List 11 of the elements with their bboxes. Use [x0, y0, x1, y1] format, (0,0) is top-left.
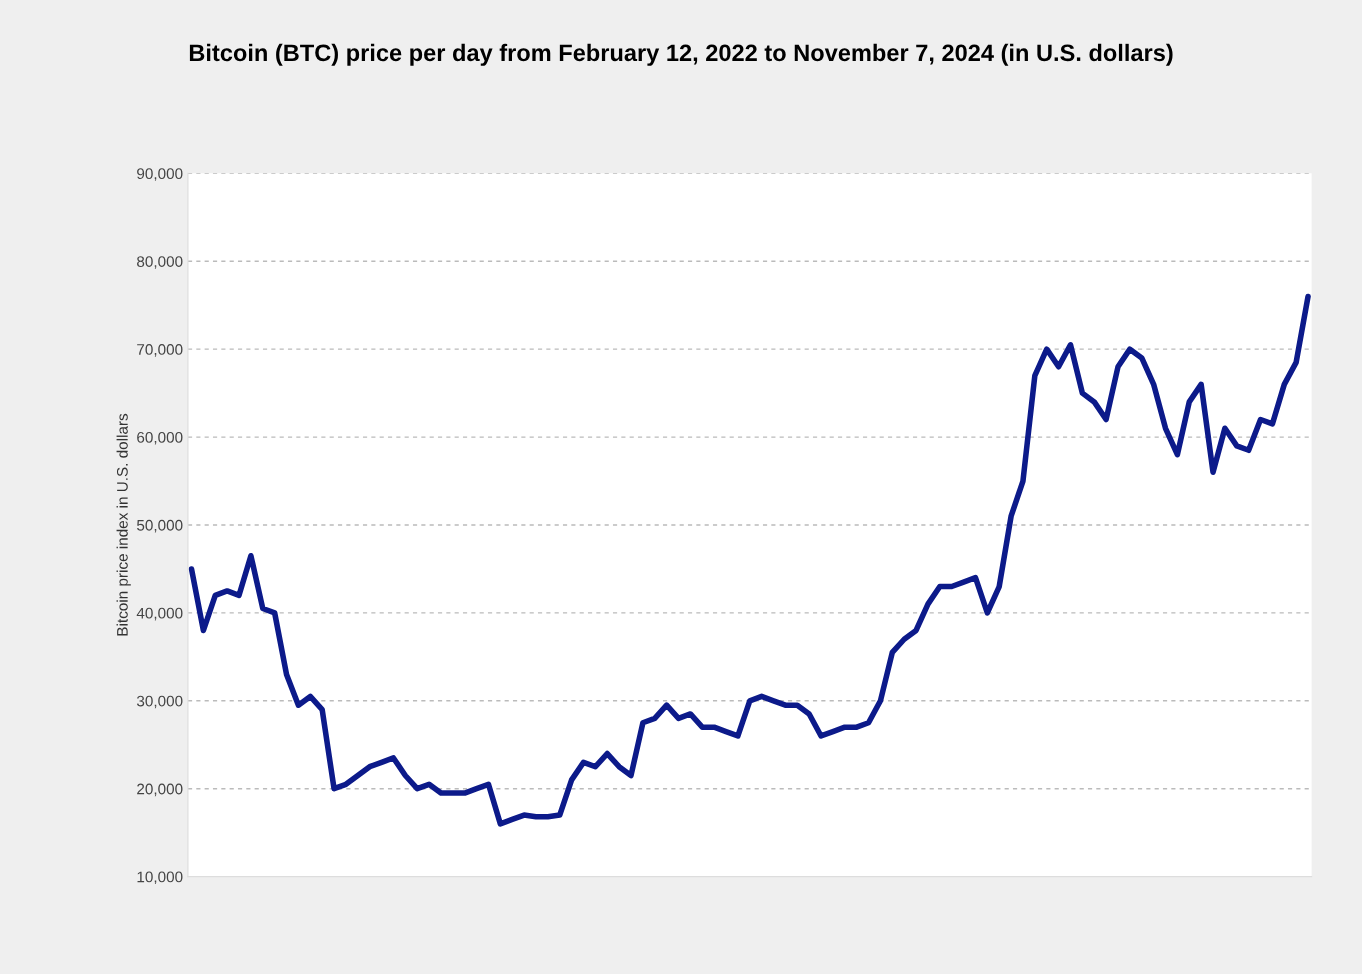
y-tick-label: 50,000: [136, 519, 183, 533]
y-tick-label: 90,000: [137, 168, 183, 181]
y-tick-label: 20,000: [137, 783, 183, 797]
y-tick-label: 30,000: [136, 695, 183, 709]
y-tick-label: 40,000: [136, 607, 183, 621]
chart-title: Bitcoin (BTC) price per day from February 12, 2022 to November 7, 2024 (in U.S. dollars): [189, 43, 1173, 66]
y-tick-label: 10,000: [137, 871, 183, 885]
y-tick-label: 80,000: [137, 256, 183, 269]
y-axis-title: Bitcoin price index in U.S. dollars: [116, 413, 131, 636]
y-tick-label: 70,000: [137, 344, 183, 357]
y-tick-label: 60,000: [137, 431, 183, 445]
